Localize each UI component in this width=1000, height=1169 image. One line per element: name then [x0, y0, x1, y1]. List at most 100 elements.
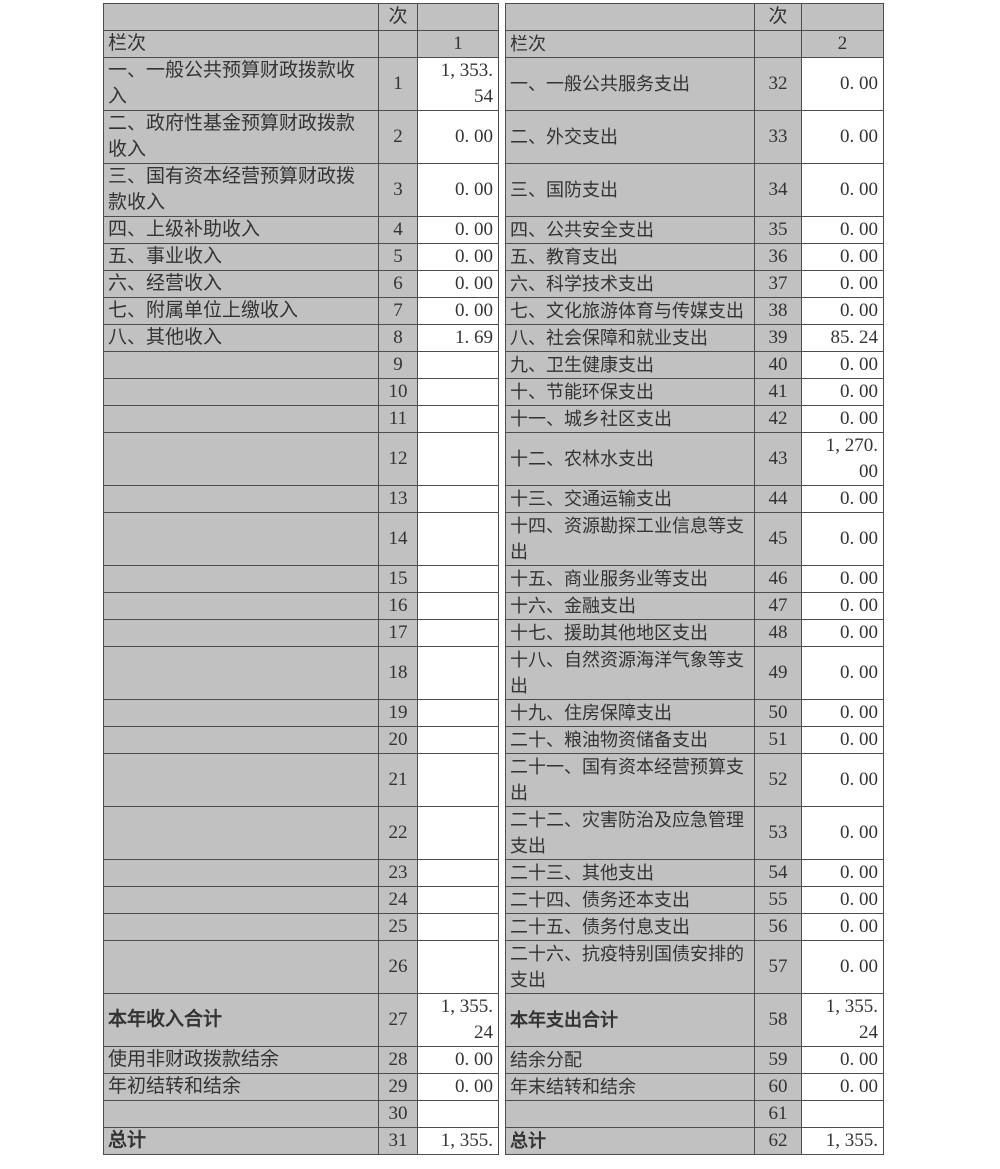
header-empty-value-left [417, 3, 499, 31]
expense-value-cell: 0. 00 [801, 699, 884, 727]
income-row-number: 28 [378, 1046, 418, 1074]
table-row: 四、上级补助收入 4 0. 00 四、公共安全支出 35 0. 00 [103, 216, 884, 244]
column-gutter [498, 913, 506, 941]
column-index-right: 2 [801, 30, 884, 58]
table-row: 12 十二、农林水支出 43 1, 270. 00 [103, 432, 884, 486]
budget-income-expenditure-table: 次 次 栏次 1 栏次 2 一、一般公共预算财政拨款收 入 1 1, 353. … [103, 3, 884, 1155]
income-value-cell [417, 646, 499, 700]
column-gutter [498, 993, 506, 1047]
column-gutter [498, 405, 506, 433]
table-row: 16 十六、金融支出 47 0. 00 [103, 592, 884, 620]
income-item-label: 三、国有资本经营预算财政拨 款收入 [103, 163, 379, 217]
column-gutter [498, 1046, 506, 1074]
expense-item-label: 十五、商业服务业等支出 [505, 565, 755, 593]
expense-row-number: 53 [754, 806, 802, 860]
income-value-cell: 0. 00 [417, 163, 499, 217]
income-row-number: 3 [378, 163, 418, 217]
column-gutter [498, 753, 506, 807]
income-row-number: 6 [378, 270, 418, 298]
table-row: 总计 31 1, 355. 总计 62 1, 355. [103, 1127, 884, 1155]
expense-item-label: 十六、金融支出 [505, 592, 755, 620]
expense-value-cell: 1, 355. 24 [801, 993, 884, 1047]
expense-row-number: 33 [754, 110, 802, 164]
table-row: 18 十八、自然资源海洋气象等支 出 49 0. 00 [103, 646, 884, 700]
income-item-label: 总计 [103, 1127, 379, 1155]
table-row: 21 二十一、国有资本经营预算支 出 52 0. 00 [103, 753, 884, 807]
expense-item-label: 九、卫生健康支出 [505, 351, 755, 379]
income-value-cell [417, 378, 499, 406]
expense-value-cell: 85. 24 [801, 324, 884, 352]
table-row: 20 二十、粮油物资储备支出 51 0. 00 [103, 726, 884, 754]
expense-value-cell: 0. 00 [801, 216, 884, 244]
income-row-number: 11 [378, 405, 418, 433]
expense-item-label: 七、文化旅游体育与传媒支出 [505, 297, 755, 325]
income-row-number: 29 [378, 1073, 418, 1101]
income-row-number: 19 [378, 699, 418, 727]
expense-row-number: 47 [754, 592, 802, 620]
income-value-cell [417, 913, 499, 941]
expense-item-label: 总计 [505, 1127, 755, 1155]
income-row-number: 16 [378, 592, 418, 620]
header-empty-label-left [103, 3, 379, 31]
expense-row-number: 32 [754, 57, 802, 111]
column-gutter [498, 297, 506, 325]
expense-value-cell: 0. 00 [801, 592, 884, 620]
expense-item-label: 二十三、其他支出 [505, 859, 755, 887]
header-rownum-title-right: 次 [754, 3, 802, 31]
income-value-cell [417, 940, 499, 994]
expense-row-number: 55 [754, 886, 802, 914]
income-value-cell: 0. 00 [417, 216, 499, 244]
column-gutter [498, 646, 506, 700]
income-item-label [103, 351, 379, 379]
expense-item-label: 二十二、灾害防治及应急管理 支出 [505, 806, 755, 860]
expense-value-cell: 0. 00 [801, 619, 884, 647]
income-row-number: 18 [378, 646, 418, 700]
income-row-number: 10 [378, 378, 418, 406]
table-row: 二、政府性基金预算财政拨款 收入 2 0. 00 二、外交支出 33 0. 00 [103, 110, 884, 164]
income-value-cell: 0. 00 [417, 243, 499, 271]
lanci-empty-num-left [378, 30, 418, 58]
income-item-label [103, 806, 379, 860]
expense-row-number: 57 [754, 940, 802, 994]
income-item-label [103, 753, 379, 807]
table-row: 25 二十五、债务付息支出 56 0. 00 [103, 913, 884, 941]
expense-item-label: 六、科学技术支出 [505, 270, 755, 298]
expense-value-cell: 0. 00 [801, 351, 884, 379]
table-row: 五、事业收入 5 0. 00 五、教育支出 36 0. 00 [103, 243, 884, 271]
table-row: 17 十七、援助其他地区支出 48 0. 00 [103, 619, 884, 647]
table-row: 六、经营收入 6 0. 00 六、科学技术支出 37 0. 00 [103, 270, 884, 298]
expense-item-label: 四、公共安全支出 [505, 216, 755, 244]
column-gutter [498, 3, 506, 31]
expense-item-label: 二十一、国有资本经营预算支 出 [505, 753, 755, 807]
column-gutter [498, 243, 506, 271]
income-item-label: 八、其他收入 [103, 324, 379, 352]
header-empty-label-right [505, 3, 755, 31]
expense-row-number: 58 [754, 993, 802, 1047]
income-item-label [103, 405, 379, 433]
income-value-cell [417, 405, 499, 433]
expense-item-label: 十一、城乡社区支出 [505, 405, 755, 433]
income-item-label [103, 913, 379, 941]
income-item-label: 二、政府性基金预算财政拨款 收入 [103, 110, 379, 164]
expense-item-label: 十四、资源勘探工业信息等支 出 [505, 512, 755, 566]
income-value-cell [417, 753, 499, 807]
expense-value-cell: 0. 00 [801, 297, 884, 325]
column-gutter [498, 163, 506, 217]
income-row-number: 24 [378, 886, 418, 914]
table-row: 9 九、卫生健康支出 40 0. 00 [103, 351, 884, 379]
expense-row-number: 43 [754, 432, 802, 486]
income-row-number: 27 [378, 993, 418, 1047]
expense-item-label: 五、教育支出 [505, 243, 755, 271]
column-gutter [498, 110, 506, 164]
income-value-cell: 0. 00 [417, 110, 499, 164]
income-item-label [103, 619, 379, 647]
expense-value-cell: 0. 00 [801, 753, 884, 807]
expense-item-label: 本年支出合计 [505, 993, 755, 1047]
income-value-cell [417, 1100, 499, 1128]
expense-item-label: 十七、援助其他地区支出 [505, 619, 755, 647]
income-row-number: 1 [378, 57, 418, 111]
table-row: 30 61 [103, 1100, 884, 1128]
expense-value-cell: 0. 00 [801, 405, 884, 433]
income-value-cell [417, 432, 499, 486]
